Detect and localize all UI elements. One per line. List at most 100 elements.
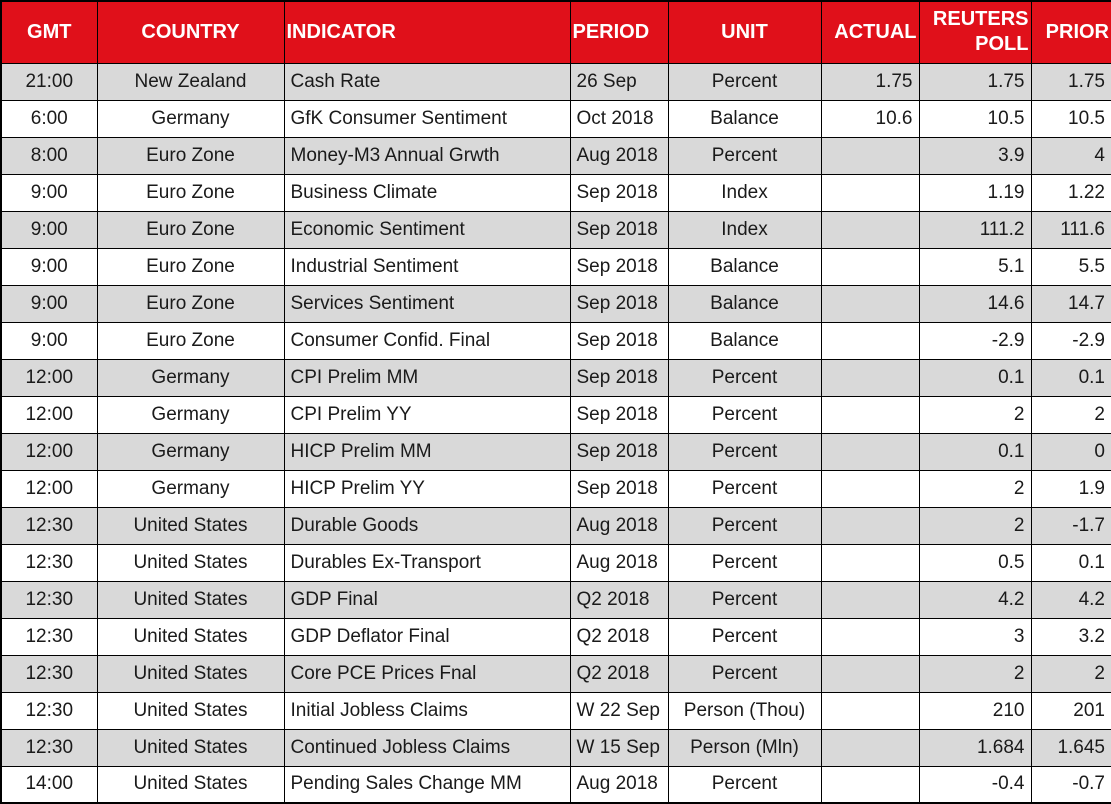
cell-country: Euro Zone (96, 136, 285, 175)
cell-gmt: 12:30 (0, 580, 98, 619)
cell-indicator: Economic Sentiment (283, 210, 571, 249)
table-row: 9:00 Euro Zone Economic Sentiment Sep 2018 I… (0, 210, 1111, 249)
table-row: 12:00 Germany HICP Prelim YY Sep 2018 Percen… (0, 469, 1111, 508)
cell-poll: 0.1 (918, 432, 1032, 471)
column-header-actual: ACTUAL (820, 0, 920, 64)
cell-prior: 10.5 (1030, 99, 1111, 138)
cell-poll: 2 (918, 506, 1032, 545)
cell-prior: -0.7 (1030, 765, 1111, 804)
cell-gmt: 12:30 (0, 728, 98, 767)
cell-prior: 201 (1030, 691, 1111, 730)
cell-indicator: Money-M3 Annual Grwth (283, 136, 571, 175)
table-row: 12:00 Germany HICP Prelim MM Sep 2018 Percen… (0, 432, 1111, 471)
cell-poll: 0.1 (918, 358, 1032, 397)
cell-gmt: 12:00 (0, 469, 98, 508)
cell-unit: Balance (667, 247, 822, 286)
cell-country: United States (96, 728, 285, 767)
cell-poll: 3.9 (918, 136, 1032, 175)
cell-gmt: 12:30 (0, 617, 98, 656)
cell-gmt: 12:00 (0, 432, 98, 471)
cell-actual (820, 691, 920, 730)
cell-actual (820, 395, 920, 434)
table-row: 12:00 Germany CPI Prelim YY Sep 2018 Percent… (0, 395, 1111, 434)
table-row: 8:00 Euro Zone Money-M3 Annual Grwth Aug 20… (0, 136, 1111, 175)
cell-indicator: Services Sentiment (283, 284, 571, 323)
cell-period: Oct 2018 (569, 99, 669, 138)
cell-country: United States (96, 506, 285, 545)
cell-actual (820, 321, 920, 360)
cell-period: Aug 2018 (569, 506, 669, 545)
cell-prior: 0.1 (1030, 543, 1111, 582)
cell-poll: 1.19 (918, 173, 1032, 212)
cell-period: Q2 2018 (569, 654, 669, 693)
cell-unit: Percent (667, 506, 822, 545)
cell-unit: Percent (667, 395, 822, 434)
cell-gmt: 12:30 (0, 506, 98, 545)
cell-period: Sep 2018 (569, 247, 669, 286)
cell-indicator: GDP Deflator Final (283, 617, 571, 656)
cell-prior: 14.7 (1030, 284, 1111, 323)
cell-country: Euro Zone (96, 247, 285, 286)
cell-unit: Percent (667, 617, 822, 656)
cell-poll: 111.2 (918, 210, 1032, 249)
cell-country: New Zealand (96, 62, 285, 101)
cell-gmt: 12:30 (0, 691, 98, 730)
cell-prior: 1.75 (1030, 62, 1111, 101)
column-header-unit: UNIT (667, 0, 822, 64)
cell-period: Aug 2018 (569, 543, 669, 582)
cell-gmt: 12:00 (0, 358, 98, 397)
cell-actual (820, 358, 920, 397)
cell-period: Sep 2018 (569, 395, 669, 434)
cell-period: Sep 2018 (569, 173, 669, 212)
cell-period: Q2 2018 (569, 617, 669, 656)
cell-actual: 10.6 (820, 99, 920, 138)
cell-period: Sep 2018 (569, 469, 669, 508)
cell-gmt: 12:30 (0, 654, 98, 693)
cell-unit: Percent (667, 62, 822, 101)
cell-period: Q2 2018 (569, 580, 669, 619)
cell-period: Sep 2018 (569, 358, 669, 397)
cell-actual (820, 247, 920, 286)
cell-gmt: 9:00 (0, 284, 98, 323)
cell-indicator: Core PCE Prices Fnal (283, 654, 571, 693)
cell-unit: Balance (667, 284, 822, 323)
cell-prior: 5.5 (1030, 247, 1111, 286)
header-row: GMT COUNTRY INDICATOR PERIOD UNIT ACTUAL REUTE… (0, 0, 1111, 64)
cell-actual (820, 432, 920, 471)
cell-actual (820, 654, 920, 693)
column-header-indicator: INDICATOR (283, 0, 571, 64)
cell-unit: Percent (667, 580, 822, 619)
cell-gmt: 21:00 (0, 62, 98, 101)
column-header-gmt: GMT (0, 0, 98, 64)
cell-indicator: CPI Prelim MM (283, 358, 571, 397)
table-row: 12:30 United States Durable Goods Aug 2018 P… (0, 506, 1111, 545)
cell-period: Aug 2018 (569, 765, 669, 804)
cell-actual (820, 765, 920, 804)
cell-actual: 1.75 (820, 62, 920, 101)
cell-actual (820, 136, 920, 175)
cell-country: United States (96, 765, 285, 804)
cell-indicator: Durable Goods (283, 506, 571, 545)
cell-prior: 0.1 (1030, 358, 1111, 397)
cell-actual (820, 210, 920, 249)
cell-country: Germany (96, 432, 285, 471)
cell-poll: 0.5 (918, 543, 1032, 582)
cell-unit: Index (667, 210, 822, 249)
cell-actual (820, 469, 920, 508)
cell-gmt: 9:00 (0, 173, 98, 212)
cell-prior: 0 (1030, 432, 1111, 471)
cell-indicator: Initial Jobless Claims (283, 691, 571, 730)
cell-actual (820, 543, 920, 582)
cell-poll: 2 (918, 654, 1032, 693)
cell-gmt: 12:30 (0, 543, 98, 582)
column-header-prior: PRIOR (1030, 0, 1111, 64)
cell-gmt: 9:00 (0, 321, 98, 360)
column-header-period: PERIOD (569, 0, 669, 64)
cell-unit: Percent (667, 432, 822, 471)
cell-poll: 14.6 (918, 284, 1032, 323)
cell-unit: Person (Thou) (667, 691, 822, 730)
cell-prior: 1.645 (1030, 728, 1111, 767)
cell-gmt: 8:00 (0, 136, 98, 175)
cell-indicator: GDP Final (283, 580, 571, 619)
cell-indicator: Pending Sales Change MM (283, 765, 571, 804)
